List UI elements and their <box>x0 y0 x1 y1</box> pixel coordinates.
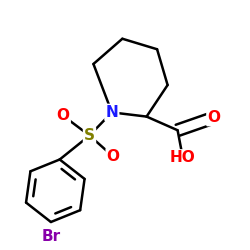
Text: Br: Br <box>41 229 60 244</box>
Text: O: O <box>107 149 120 164</box>
Text: N: N <box>106 105 118 120</box>
Text: S: S <box>84 128 95 143</box>
Text: O: O <box>208 110 220 125</box>
Text: HO: HO <box>170 150 196 166</box>
Text: O: O <box>57 108 70 123</box>
